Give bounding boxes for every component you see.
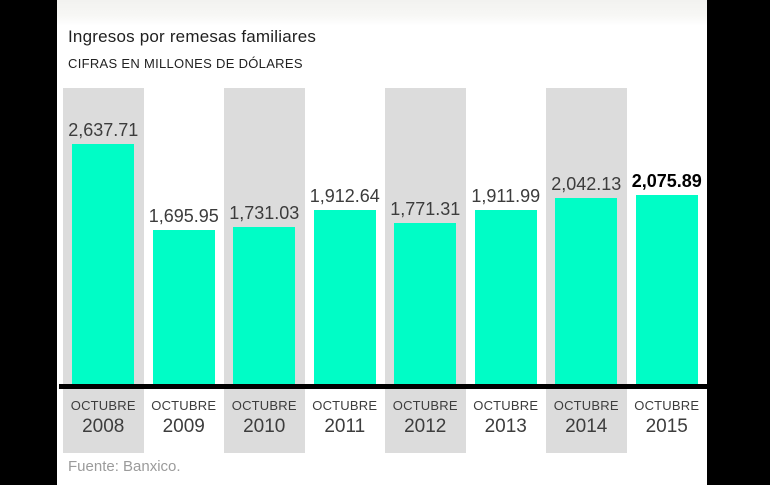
paper-texture-strip <box>57 0 707 26</box>
x-axis-year-label: 2010 <box>243 416 286 437</box>
bar-2013 <box>474 210 537 384</box>
chart-column-2013: 1,911.99 OCTUBRE 2013 <box>466 88 547 453</box>
x-axis-year-label: 2015 <box>645 416 688 437</box>
x-axis-year-label: 2011 <box>324 416 366 437</box>
x-axis-label-2014: OCTUBRE 2014 <box>546 397 627 440</box>
chart-column-2010: 1,731.03 OCTUBRE 2010 <box>224 88 305 453</box>
x-axis-year-label: 2012 <box>404 416 447 437</box>
x-axis-label-2011: OCTUBRE 2011 <box>305 397 386 440</box>
bar-value-label-2009: 1,695.95 <box>148 206 219 226</box>
bar-2014 <box>555 198 618 384</box>
chart-column-2015: 2,075.89 OCTUBRE 2015 <box>627 88 708 453</box>
x-axis-label-2008: OCTUBRE 2008 <box>63 397 144 440</box>
x-axis-year-label: 2013 <box>484 416 527 437</box>
x-axis-year-label: 2009 <box>162 416 205 437</box>
bar-2011 <box>313 210 376 384</box>
bar-chart: 2,637.71 OCTUBRE 2008 1,695.95 OCTUBRE 2009 1,… <box>59 88 711 453</box>
chart-column-2011: 1,912.64 OCTUBRE 2011 <box>305 88 386 453</box>
x-axis-month-label: OCTUBRE <box>473 398 539 413</box>
x-axis-month-label: OCTUBRE <box>70 398 136 413</box>
bar-value-label-2014: 2,042.13 <box>551 174 622 194</box>
x-axis-month-label: OCTUBRE <box>634 398 700 413</box>
bar-2012 <box>394 223 457 384</box>
x-axis-month-label: OCTUBRE <box>151 398 217 413</box>
x-axis-month-label: OCTUBRE <box>231 398 297 413</box>
chart-column-2014: 2,042.13 OCTUBRE 2014 <box>546 88 627 453</box>
source-note: Fuente: Banxico. <box>68 458 181 475</box>
x-axis-label-2015: OCTUBRE 2015 <box>627 397 708 440</box>
chart-subtitle: CIFRAS EN MILLONES DE DÓLARES <box>68 56 303 71</box>
bar-value-label-2012: 1,771.31 <box>390 199 461 219</box>
x-axis-month-label: OCTUBRE <box>392 398 458 413</box>
chart-column-2008: 2,637.71 OCTUBRE 2008 <box>63 88 144 453</box>
bar-2009 <box>152 230 215 384</box>
x-axis-month-label: OCTUBRE <box>312 398 378 413</box>
x-axis-label-2010: OCTUBRE 2010 <box>224 397 305 440</box>
bar-2015 <box>635 195 698 384</box>
chart-column-2012: 1,771.31 OCTUBRE 2012 <box>385 88 466 453</box>
x-axis-label-2009: OCTUBRE 2009 <box>144 397 225 440</box>
x-axis-line <box>59 384 711 389</box>
bar-value-label-2015: 2,075.89 <box>631 171 702 191</box>
x-axis-year-label: 2014 <box>565 416 608 437</box>
bar-value-label-2008: 2,637.71 <box>68 120 139 140</box>
bar-2008 <box>72 144 135 384</box>
bar-2010 <box>233 227 296 384</box>
x-axis-month-label: OCTUBRE <box>553 398 619 413</box>
bar-value-label-2011: 1,912.64 <box>309 186 380 206</box>
chart-title: Ingresos por remesas familiares <box>68 27 317 46</box>
x-axis-label-2013: OCTUBRE 2013 <box>466 397 547 440</box>
chart-column-2009: 1,695.95 OCTUBRE 2009 <box>144 88 225 453</box>
x-axis-year-label: 2008 <box>82 416 125 437</box>
bar-value-label-2013: 1,911.99 <box>471 186 541 206</box>
x-axis-label-2012: OCTUBRE 2012 <box>385 397 466 440</box>
bar-value-label-2010: 1,731.03 <box>229 203 300 223</box>
chart-panel: Ingresos por remesas familiares CIFRAS E… <box>57 0 711 485</box>
